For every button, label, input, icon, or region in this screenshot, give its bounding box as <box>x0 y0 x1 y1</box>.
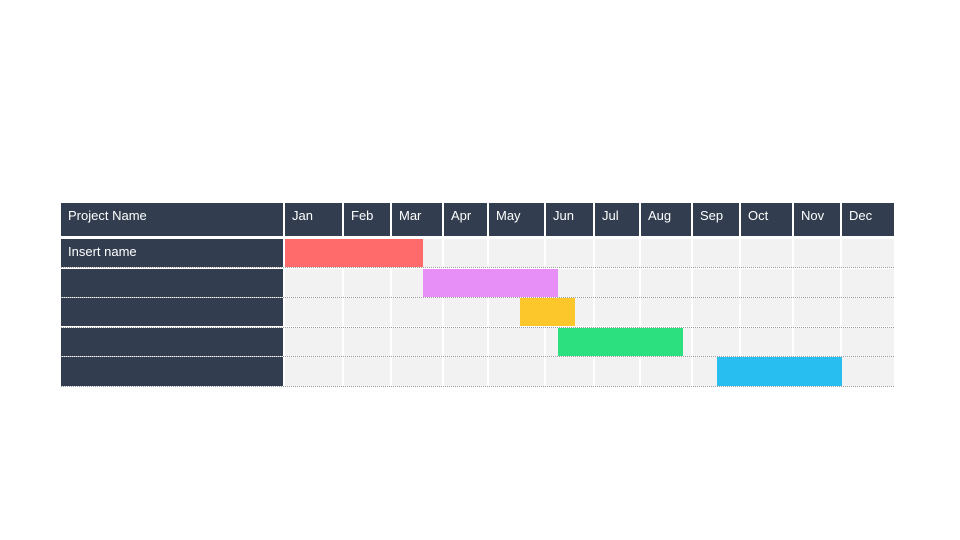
grid-cell <box>344 298 390 327</box>
grid-cell <box>344 327 390 357</box>
month-header-may: May <box>489 203 544 236</box>
grid-cell <box>693 268 739 297</box>
grid-cell <box>344 357 390 386</box>
grid-cell <box>285 268 342 297</box>
month-header-feb: Feb <box>344 203 390 236</box>
row-separator <box>61 385 894 387</box>
month-header-dec: Dec <box>842 203 894 236</box>
grid-cell <box>842 298 894 327</box>
task-bar-3 <box>520 298 576 327</box>
month-header-mar: Mar <box>392 203 442 236</box>
task-name-cell <box>61 298 283 327</box>
month-label: Jun <box>553 208 574 223</box>
grid-cell <box>444 298 487 327</box>
month-label: Apr <box>451 208 472 223</box>
month-header-jul: Jul <box>595 203 639 236</box>
grid-cell <box>595 298 639 327</box>
grid-cell <box>546 239 593 268</box>
grid-cell <box>392 327 442 357</box>
month-label: Jan <box>292 208 313 223</box>
gantt-chart: Project Name Jan Feb Mar Apr May Jun Jul Aug Sep… <box>61 203 894 387</box>
grid-cell <box>794 239 840 268</box>
month-header-nov: Nov <box>794 203 840 236</box>
month-label: May <box>496 208 521 223</box>
grid-cell <box>595 357 639 386</box>
month-label: Nov <box>801 208 825 223</box>
grid-cell <box>595 239 639 268</box>
month-header-aug: Aug <box>641 203 691 236</box>
grid-cell <box>444 327 487 357</box>
grid-cell <box>285 298 342 327</box>
task-bar-5 <box>717 357 842 386</box>
month-label: Aug <box>648 208 672 223</box>
grid-cell <box>741 327 792 357</box>
month-label: Feb <box>351 208 374 223</box>
task-bar-4 <box>558 327 683 357</box>
month-label: Jul <box>602 208 619 223</box>
grid-cell <box>842 268 894 297</box>
grid-cell <box>741 298 792 327</box>
grid-cell <box>489 357 544 386</box>
grid-cell <box>794 298 840 327</box>
task-name-cell: Insert name <box>61 239 283 268</box>
month-header-apr: Apr <box>444 203 487 236</box>
grid-cell <box>641 239 691 268</box>
grid-cell <box>794 268 840 297</box>
grid-cell <box>489 239 544 268</box>
task-bar-2 <box>423 268 559 297</box>
month-label: Sep <box>700 208 724 223</box>
row-separator <box>61 267 894 269</box>
grid-cell <box>842 327 894 357</box>
month-label: Mar <box>399 208 422 223</box>
grid-cell <box>741 239 792 268</box>
row-separator <box>61 296 894 298</box>
grid-cell <box>285 327 342 357</box>
project-name-header: Project Name <box>61 203 283 236</box>
task-name-cell <box>61 357 283 386</box>
grid-cell <box>794 327 840 357</box>
month-label: Oct <box>748 208 769 223</box>
grid-cell <box>546 357 593 386</box>
grid-cell <box>693 239 739 268</box>
grid-cell <box>444 239 487 268</box>
grid-cell <box>641 357 691 386</box>
grid-cell <box>344 268 390 297</box>
grid-cell <box>595 268 639 297</box>
row-separator <box>61 326 894 328</box>
grid-cell <box>842 357 894 386</box>
grid-cell <box>392 298 442 327</box>
grid-cell <box>285 357 342 386</box>
project-name-header-label: Project Name <box>68 208 147 223</box>
task-name: Insert name <box>68 244 137 259</box>
month-header-oct: Oct <box>741 203 792 236</box>
grid-cell <box>693 327 739 357</box>
task-name-cell <box>61 327 283 357</box>
month-header-sep: Sep <box>693 203 739 236</box>
month-header-jun: Jun <box>546 203 593 236</box>
grid-cell <box>489 327 544 357</box>
grid-cell <box>693 298 739 327</box>
task-name-cell <box>61 268 283 297</box>
grid-cell <box>842 239 894 268</box>
grid-cell <box>741 268 792 297</box>
task-bar-1 <box>285 239 424 268</box>
month-label: Dec <box>849 208 873 223</box>
grid-cell <box>392 357 442 386</box>
grid-cell <box>641 298 691 327</box>
row-separator <box>61 356 894 358</box>
grid-cell <box>444 357 487 386</box>
grid-cell <box>641 268 691 297</box>
month-header-jan: Jan <box>285 203 342 236</box>
